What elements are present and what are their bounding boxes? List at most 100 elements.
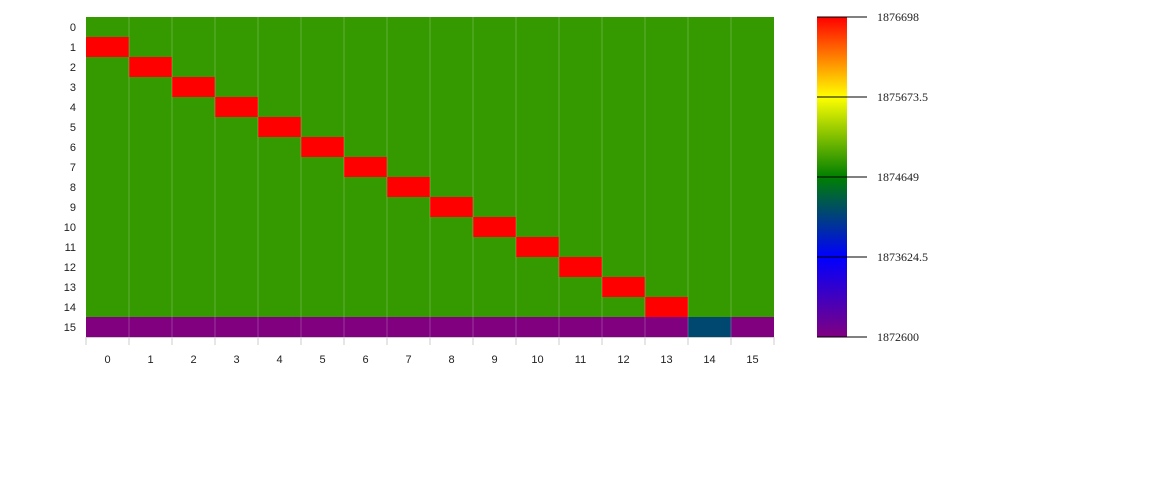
heatmap-cell-r3-c10 bbox=[516, 77, 559, 97]
heatmap-cell-r12-c3 bbox=[215, 257, 258, 277]
x-tick-label: 15 bbox=[746, 354, 758, 366]
heatmap-cell-r2-c5 bbox=[301, 57, 344, 77]
heatmap-cell-r12-c13 bbox=[645, 257, 688, 277]
heatmap-cell-r8-c1 bbox=[129, 177, 172, 197]
heatmap-cell-r12-c8 bbox=[430, 257, 473, 277]
heatmap-cell-r0-c12 bbox=[602, 17, 645, 37]
heatmap-cell-r13-c8 bbox=[430, 277, 473, 297]
heatmap-cell-r6-c3 bbox=[215, 137, 258, 157]
heatmap-cell-r10-c13 bbox=[645, 217, 688, 237]
heatmap-cell-r11-c4 bbox=[258, 237, 301, 257]
heatmap-cell-r7-c1 bbox=[129, 157, 172, 177]
y-tick-label: 12 bbox=[64, 262, 76, 274]
heatmap-cell-r12-c11 bbox=[559, 257, 602, 277]
heatmap-cell-r2-c3 bbox=[215, 57, 258, 77]
heatmap-cell-r1-c4 bbox=[258, 37, 301, 57]
heatmap-cell-r0-c0 bbox=[86, 17, 129, 37]
heatmap-cell-r4-c10 bbox=[516, 97, 559, 117]
heatmap-cell-r5-c4 bbox=[258, 117, 301, 137]
heatmap-cell-r1-c5 bbox=[301, 37, 344, 57]
heatmap-cell-r2-c7 bbox=[387, 57, 430, 77]
heatmap-cell-r9-c11 bbox=[559, 197, 602, 217]
heatmap-cell-r14-c1 bbox=[129, 297, 172, 317]
heatmap-cell-r7-c14 bbox=[688, 157, 731, 177]
heatmap-cell-r6-c6 bbox=[344, 137, 387, 157]
heatmap-cell-r4-c4 bbox=[258, 97, 301, 117]
heatmap-cell-r6-c11 bbox=[559, 137, 602, 157]
heatmap-cell-r9-c3 bbox=[215, 197, 258, 217]
colorbar-tick-label: 1872600 bbox=[877, 330, 919, 344]
heatmap-cell-r1-c12 bbox=[602, 37, 645, 57]
heatmap-cell-r6-c2 bbox=[172, 137, 215, 157]
colorbar-tick-label: 1873624.5 bbox=[877, 250, 928, 264]
heatmap-cell-r0-c5 bbox=[301, 17, 344, 37]
heatmap-cell-r12-c0 bbox=[86, 257, 129, 277]
heatmap-cell-r15-c15 bbox=[731, 317, 774, 337]
y-tick-label: 1 bbox=[70, 42, 76, 54]
heatmap-cell-r10-c3 bbox=[215, 217, 258, 237]
y-tick-label: 9 bbox=[70, 202, 76, 214]
heatmap-cell-r3-c8 bbox=[430, 77, 473, 97]
heatmap-cell-r15-c2 bbox=[172, 317, 215, 337]
heatmap-cell-r13-c3 bbox=[215, 277, 258, 297]
heatmap-cell-r10-c5 bbox=[301, 217, 344, 237]
heatmap-cell-r7-c12 bbox=[602, 157, 645, 177]
heatmap-cell-r9-c7 bbox=[387, 197, 430, 217]
heatmap-cell-r8-c2 bbox=[172, 177, 215, 197]
heatmap-cells bbox=[86, 17, 774, 337]
heatmap-cell-r13-c11 bbox=[559, 277, 602, 297]
heatmap-cell-r0-c7 bbox=[387, 17, 430, 37]
heatmap-cell-r12-c4 bbox=[258, 257, 301, 277]
heatmap-cell-r3-c11 bbox=[559, 77, 602, 97]
heatmap-cell-r5-c13 bbox=[645, 117, 688, 137]
heatmap-cell-r5-c0 bbox=[86, 117, 129, 137]
heatmap-cell-r0-c2 bbox=[172, 17, 215, 37]
heatmap-cell-r12-c12 bbox=[602, 257, 645, 277]
colorbar-tick-label: 1876698 bbox=[877, 10, 919, 24]
heatmap-cell-r3-c4 bbox=[258, 77, 301, 97]
heatmap-cell-r10-c2 bbox=[172, 217, 215, 237]
heatmap-cell-r5-c2 bbox=[172, 117, 215, 137]
heatmap-cell-r1-c10 bbox=[516, 37, 559, 57]
heatmap-cell-r15-c10 bbox=[516, 317, 559, 337]
heatmap-cell-r5-c1 bbox=[129, 117, 172, 137]
heatmap-cell-r11-c10 bbox=[516, 237, 559, 257]
heatmap-cell-r4-c3 bbox=[215, 97, 258, 117]
heatmap-cell-r4-c7 bbox=[387, 97, 430, 117]
heatmap-cell-r14-c5 bbox=[301, 297, 344, 317]
heatmap-cell-r10-c8 bbox=[430, 217, 473, 237]
heatmap-cell-r11-c12 bbox=[602, 237, 645, 257]
heatmap-cell-r8-c6 bbox=[344, 177, 387, 197]
heatmap-cell-r2-c0 bbox=[86, 57, 129, 77]
heatmap-cell-r5-c11 bbox=[559, 117, 602, 137]
heatmap-cell-r15-c12 bbox=[602, 317, 645, 337]
heatmap-cell-r14-c13 bbox=[645, 297, 688, 317]
heatmap-cell-r5-c7 bbox=[387, 117, 430, 137]
heatmap-cell-r8-c5 bbox=[301, 177, 344, 197]
heatmap-cell-r4-c13 bbox=[645, 97, 688, 117]
y-tick-label: 0 bbox=[70, 22, 76, 34]
heatmap-cell-r4-c1 bbox=[129, 97, 172, 117]
heatmap-cell-r3-c0 bbox=[86, 77, 129, 97]
heatmap-cell-r9-c15 bbox=[731, 197, 774, 217]
heatmap-cell-r1-c7 bbox=[387, 37, 430, 57]
heatmap-cell-r15-c1 bbox=[129, 317, 172, 337]
heatmap-cell-r8-c7 bbox=[387, 177, 430, 197]
heatmap-cell-r5-c10 bbox=[516, 117, 559, 137]
heatmap-cell-r13-c0 bbox=[86, 277, 129, 297]
x-tick-label: 0 bbox=[104, 354, 110, 366]
heatmap-cell-r11-c13 bbox=[645, 237, 688, 257]
y-tick-label: 8 bbox=[70, 182, 76, 194]
y-tick-label: 3 bbox=[70, 82, 76, 94]
heatmap-cell-r12-c1 bbox=[129, 257, 172, 277]
x-tick-label: 10 bbox=[531, 354, 543, 366]
heatmap-cell-r14-c3 bbox=[215, 297, 258, 317]
heatmap-cell-r9-c12 bbox=[602, 197, 645, 217]
heatmap-cell-r9-c4 bbox=[258, 197, 301, 217]
heatmap-cell-r0-c11 bbox=[559, 17, 602, 37]
heatmap-cell-r2-c8 bbox=[430, 57, 473, 77]
heatmap-cell-r4-c0 bbox=[86, 97, 129, 117]
heatmap-cell-r4-c14 bbox=[688, 97, 731, 117]
heatmap-cell-r15-c13 bbox=[645, 317, 688, 337]
